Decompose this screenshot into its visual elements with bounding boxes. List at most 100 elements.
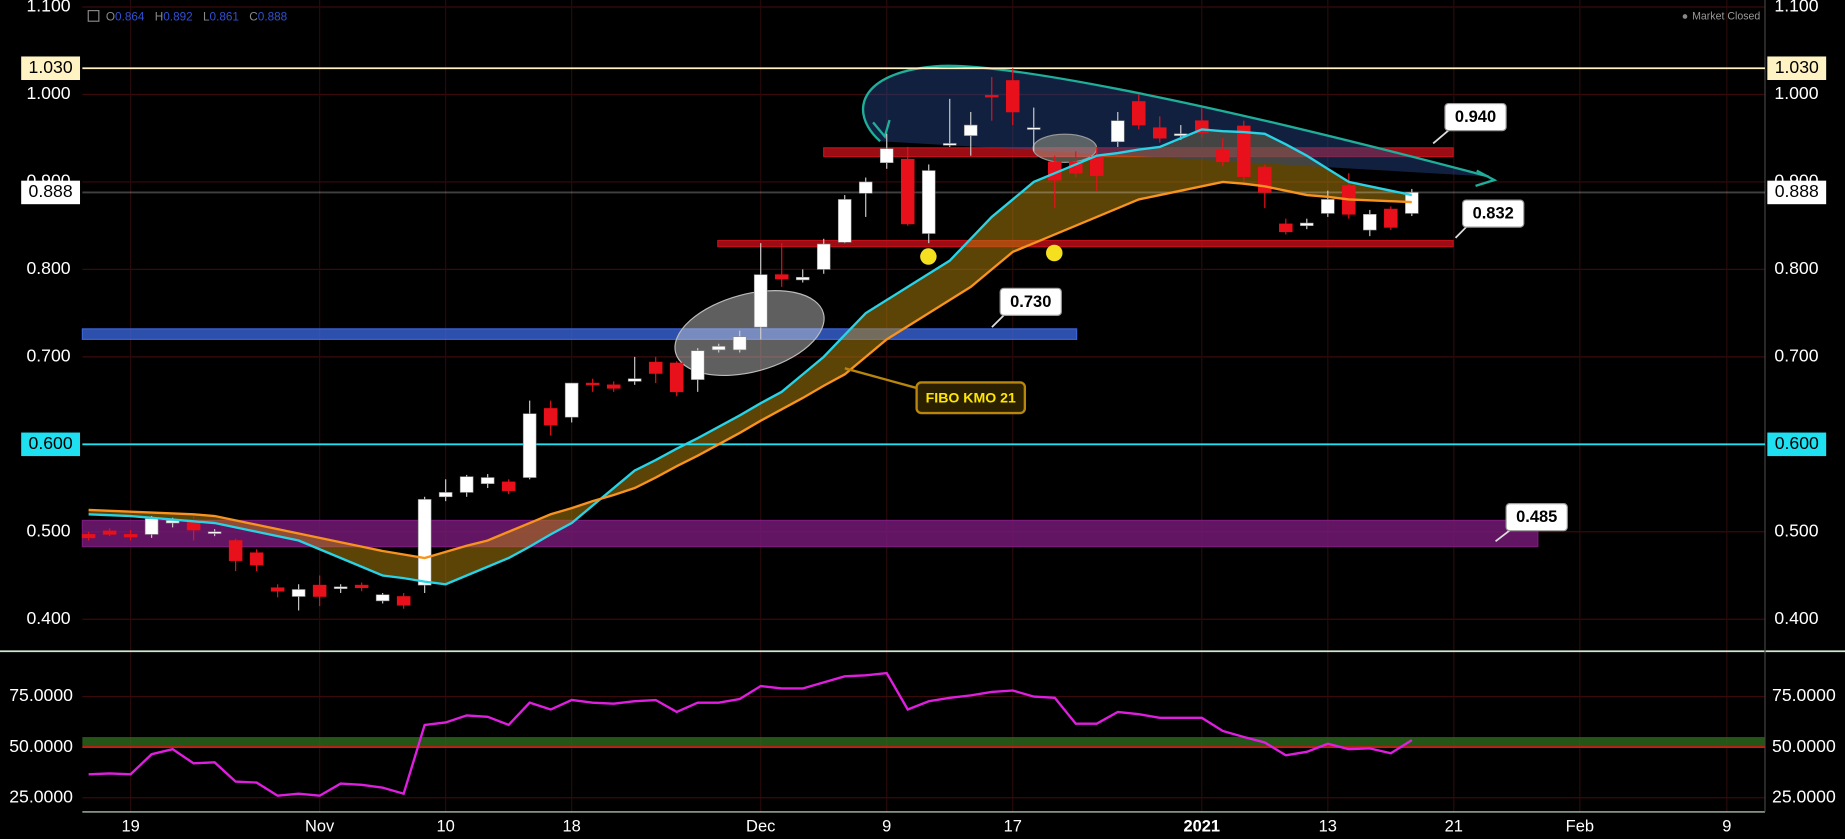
x-tick-label: 10: [436, 818, 454, 836]
level-label: 1.030: [1775, 57, 1819, 77]
candle-body: [333, 586, 348, 589]
candle-body: [921, 170, 936, 234]
ohlc-value: 0.892: [163, 11, 192, 24]
candle-body: [417, 499, 432, 586]
y-tick-label: 1.100: [26, 0, 70, 16]
level-badge: [21, 180, 81, 205]
ohlc-label: L: [203, 11, 210, 24]
y-tick-label: 1.000: [1774, 83, 1818, 103]
candle-body: [312, 584, 327, 597]
callout-label: 0.730: [1010, 293, 1051, 311]
candle-body: [1237, 125, 1251, 177]
candle-body: [564, 382, 579, 418]
candle-body: [1089, 156, 1104, 177]
candle-body: [648, 361, 663, 374]
candle-body: [438, 492, 453, 498]
callout-label: 0.485: [1516, 508, 1557, 526]
candle-body: [879, 148, 894, 163]
level-label: 0.600: [29, 433, 73, 453]
candle-body: [102, 530, 117, 535]
candle-body: [1279, 223, 1293, 233]
callout-pointer: [1454, 225, 1468, 239]
y-tick-label: 0.700: [26, 346, 70, 366]
x-tick-label: 21: [1445, 818, 1463, 836]
candle-body: [1216, 149, 1230, 163]
candle-body: [1300, 222, 1314, 226]
candle-body: [186, 519, 201, 531]
ribbon: [88, 129, 1412, 585]
candle-body: [1005, 80, 1020, 113]
candle-body: [522, 413, 537, 478]
menu-icon: [87, 10, 100, 22]
x-tick-label: 13: [1319, 818, 1337, 836]
signal-marker: [1046, 244, 1063, 262]
status-dot: [1682, 14, 1688, 19]
ohlc-label: O: [106, 11, 115, 24]
candle-body: [732, 336, 747, 351]
level-badge: [1767, 56, 1827, 81]
y-tick-label: 0.700: [1774, 346, 1818, 366]
candle-body: [270, 587, 285, 592]
candle-body: [81, 534, 96, 539]
callout-box: [999, 287, 1062, 316]
callout-box: [1444, 102, 1507, 132]
x-tick-label: Nov: [305, 818, 335, 836]
callout-pointer: [844, 367, 919, 390]
highlight-ellipse: [1032, 133, 1098, 163]
moving-average: [88, 180, 1412, 560]
candle-body: [1258, 166, 1272, 193]
x-tick-label: 18: [563, 818, 581, 836]
candle-body: [501, 481, 516, 491]
callout-box: [915, 381, 1027, 415]
candle-body: [963, 124, 978, 136]
callout-pointer: [1494, 528, 1512, 543]
y-tick-label: 1.100: [1774, 0, 1818, 16]
candle-body: [1153, 127, 1167, 139]
level-badge: [1767, 180, 1827, 205]
zone: [81, 328, 1078, 340]
candle-body: [1321, 199, 1335, 214]
ohlc-header: O0.864 H0.892 L0.861 C0.888: [106, 11, 288, 24]
signal-marker: [920, 248, 937, 265]
candle-body: [228, 540, 243, 561]
callout-label: 0.940: [1455, 108, 1496, 126]
ohlc-value: 0.888: [258, 11, 288, 24]
indicator-band: [82, 737, 1765, 748]
candle-body: [690, 350, 705, 380]
ohlc-value: 0.864: [115, 11, 145, 24]
candle-body: [816, 243, 831, 270]
y-tick-label: 50.0000: [1772, 736, 1836, 756]
candle-body: [249, 552, 264, 566]
moving-average: [88, 128, 1413, 586]
candle-body: [1363, 214, 1377, 231]
level-label: 1.030: [29, 57, 73, 77]
candle-body: [543, 408, 558, 426]
callout-box: [1505, 503, 1568, 532]
y-tick-label: 25.0000: [9, 786, 73, 806]
y-tick-label: 0.500: [26, 520, 70, 540]
y-tick-label: 50.0000: [9, 736, 73, 756]
y-tick-label: 75.0000: [9, 685, 73, 705]
y-tick-label: 1.000: [26, 83, 70, 103]
y-tick-label: 0.500: [1774, 520, 1818, 540]
callout-pointer: [991, 313, 1006, 328]
candle-body: [984, 95, 999, 98]
zone: [717, 239, 1454, 248]
indicator-line: [88, 671, 1413, 797]
x-tick-label: 17: [1004, 818, 1022, 836]
level-label: 0.888: [1775, 181, 1819, 201]
candle-body: [606, 384, 621, 389]
candle-body: [459, 476, 474, 493]
candle-body: [1026, 127, 1041, 130]
callout-label: 0.832: [1473, 205, 1514, 223]
candle-body: [123, 534, 138, 538]
level-badge: [21, 56, 81, 81]
y-tick-label: 0.400: [26, 608, 70, 628]
candle-body: [207, 531, 222, 534]
candle-body: [396, 596, 411, 606]
level-badge: [1767, 432, 1827, 457]
x-tick-label: 2021: [1183, 818, 1220, 836]
candle-body: [375, 594, 390, 602]
candle-body: [291, 589, 306, 597]
candle-body: [669, 362, 684, 393]
